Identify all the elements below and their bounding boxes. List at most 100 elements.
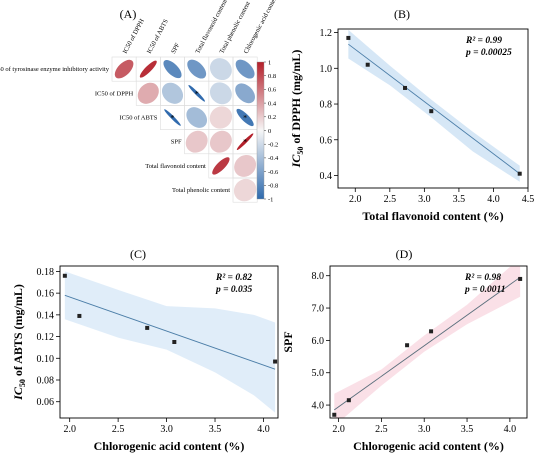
- panel-label-c: (C): [130, 247, 146, 261]
- row-label: Total phenolic content: [172, 187, 230, 194]
- row-label: SPF: [171, 139, 182, 146]
- colorbar-tick-label: 0.8: [268, 73, 276, 80]
- y-tick-label: 4.0: [312, 401, 325, 412]
- x-tick-label: 3.0: [160, 424, 173, 435]
- x-tick-label: 2.0: [349, 194, 362, 205]
- data-point: [346, 35, 351, 40]
- confidence-band: [64, 271, 276, 413]
- correlation-ellipse: [209, 58, 232, 81]
- stat-p: p = 0.0011: [464, 285, 506, 295]
- y-tick-label: 8.0: [312, 271, 325, 282]
- correlation-ellipse: [209, 130, 232, 153]
- y-axis-label-rest: of DPPH (mg/mL): [289, 50, 303, 147]
- data-point: [273, 359, 278, 364]
- y-axis-label: IC50 of DPPH (mg/mL): [289, 50, 305, 169]
- column-label: IC50 of DPPH: [122, 18, 146, 55]
- y-tick-label: 0.08: [37, 376, 55, 387]
- data-point: [62, 273, 67, 278]
- scatter-plot-b: 2.0 2.5 3.0 3.5 4.0 4.5 0.4 0.6 0.8 1.0 1.2 Total f…: [289, 28, 534, 223]
- correlation-ellipse: [137, 82, 159, 104]
- y-axis-label: IC50 of ABTS (mg/mL): [11, 284, 27, 401]
- y-axis-label-main: IC: [289, 154, 303, 169]
- y-tick-label: 0.10: [37, 354, 55, 365]
- y-tick-label: 0.18: [37, 267, 55, 278]
- significance-mark: *: [171, 114, 175, 123]
- colorbar-tick-label: -1: [268, 196, 273, 203]
- stat-r2: R² = 0.82: [215, 273, 252, 283]
- column-label: IC50 of ABTS: [146, 18, 170, 55]
- data-point: [518, 276, 523, 281]
- x-tick-label: 3.5: [453, 194, 466, 205]
- x-axis-label: Chlorogenic acid content (%): [94, 439, 245, 453]
- correlation-ellipse: [235, 59, 255, 79]
- colorbar-tick-label: -0.2: [268, 142, 278, 149]
- x-tick-label: 4.0: [504, 424, 517, 435]
- plot-frame: [329, 265, 528, 419]
- x-tick-label: 3.5: [461, 424, 474, 435]
- stat-p: p = 0.00025: [465, 48, 512, 58]
- significance-mark: *: [195, 89, 199, 98]
- row-label: IC50 of ABTS: [119, 115, 157, 122]
- significance-mark: *: [243, 114, 247, 123]
- correlation-ellipse: [236, 108, 254, 127]
- x-axis-label: Total flavonoid content (%): [362, 209, 503, 223]
- x-tick-label: 2.0: [332, 424, 345, 435]
- colorbar: [256, 61, 265, 200]
- y-tick-label: 0.4: [320, 171, 333, 182]
- confidence-band: [348, 29, 520, 182]
- y-tick-label: 1.0: [320, 64, 333, 75]
- data-point: [365, 62, 370, 67]
- panel-label-a: (A): [120, 7, 137, 21]
- column-label: SPF: [170, 42, 181, 55]
- y-tick-label: 5.0: [312, 368, 325, 379]
- y-axis-label-rest: of ABTS (mg/mL): [11, 284, 25, 379]
- regression-line: [64, 294, 276, 370]
- x-tick-label: 3.0: [418, 194, 431, 205]
- colorbar-tick-label: 0.4: [268, 100, 277, 107]
- regression-line: [348, 43, 520, 175]
- colorbar-tick-label: -0.4: [268, 155, 279, 162]
- data-point: [429, 329, 434, 334]
- data-point: [517, 171, 522, 176]
- row-label: Total flavonoid content: [145, 163, 206, 170]
- panel-label-d: (D): [396, 247, 413, 261]
- y-tick-label: 0.06: [37, 397, 55, 408]
- correlation-ellipse: [139, 60, 157, 78]
- data-point: [145, 325, 150, 330]
- correlation-matrix: IC50 of DPPH IC50 of ABTS SPF Total flavono…: [0, 0, 280, 203]
- confidence-band: [334, 266, 521, 418]
- data-point: [346, 398, 351, 403]
- data-point: [403, 85, 408, 90]
- colorbar-tick-label: 1: [268, 59, 271, 66]
- y-axis-label-main: IC: [11, 386, 25, 401]
- plot-frame: [337, 28, 529, 189]
- x-tick-label: 3.5: [209, 424, 222, 435]
- x-tick-label: 4.0: [257, 424, 270, 435]
- significance-mark: *: [243, 138, 247, 147]
- colorbar-tick-label: 0.2: [268, 114, 276, 121]
- row-label: IC50 of DPPH: [95, 90, 134, 97]
- y-tick-label: 0.16: [37, 289, 55, 300]
- correlation-ellipse: [164, 109, 181, 126]
- x-tick-label: 2.5: [375, 424, 388, 435]
- y-axis-label-main: SPF: [281, 331, 295, 352]
- correlation-ellipse: [161, 82, 184, 104]
- scatter-plot-d: 2.0 2.5 3.0 3.5 4.0 4.0 5.0 6.0 7.0 8.0 Chlorogeni…: [281, 265, 528, 453]
- regression-line: [334, 276, 521, 411]
- stat-r2: R² = 0.99: [465, 36, 502, 46]
- data-point: [172, 340, 177, 344]
- y-tick-label: 0.14: [37, 310, 55, 321]
- data-point: [405, 343, 410, 348]
- colorbar-tick-label: 0: [268, 128, 271, 135]
- x-tick-label: 4.5: [522, 194, 535, 205]
- panel-label-b: (B): [394, 7, 410, 21]
- stat-p: p = 0.035: [215, 285, 253, 295]
- correlation-ellipse: [209, 106, 233, 129]
- correlation-ellipse: [114, 59, 134, 79]
- correlation-ellipse: [209, 82, 232, 105]
- y-axis-label: SPF: [281, 331, 295, 352]
- correlation-ellipse: [212, 157, 230, 175]
- y-tick-label: 1.2: [320, 28, 333, 39]
- correlation-ellipse: [234, 154, 257, 177]
